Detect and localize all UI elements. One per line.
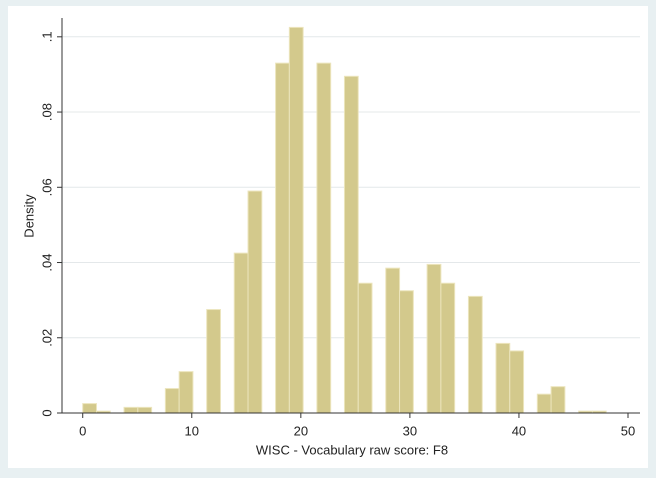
bar <box>536 393 552 414</box>
bar <box>467 295 483 414</box>
bar <box>509 350 525 414</box>
y-tick-label: .04 <box>39 253 54 271</box>
bar <box>440 282 456 414</box>
bar <box>426 263 442 414</box>
x-tick-label: 20 <box>294 423 308 438</box>
y-tick-label: 0 <box>39 409 54 416</box>
bar <box>247 190 263 414</box>
y-tick-label: .06 <box>39 178 54 196</box>
y-tick-label: .02 <box>39 329 54 347</box>
bar <box>399 290 414 414</box>
bar <box>495 342 511 414</box>
x-axis-label: WISC - Vocabulary raw score: F8 <box>256 442 448 457</box>
bar <box>275 62 290 414</box>
bar <box>357 282 373 414</box>
bar <box>82 403 97 414</box>
x-tick-label: 50 <box>621 423 635 438</box>
bar <box>164 388 180 414</box>
bar <box>550 386 566 414</box>
y-tick-label: .1 <box>39 31 54 42</box>
bar <box>123 406 139 414</box>
bar <box>343 75 359 414</box>
x-tick-label: 10 <box>185 423 199 438</box>
y-tick-label: .08 <box>39 103 54 121</box>
x-tick-label: 30 <box>403 423 417 438</box>
y-axis-label: Density <box>21 194 36 238</box>
bar <box>178 371 194 414</box>
bar <box>137 406 153 414</box>
bar <box>385 267 401 414</box>
bar <box>206 309 221 414</box>
bar <box>288 26 304 414</box>
bar <box>316 62 332 414</box>
x-tick-label: 40 <box>512 423 526 438</box>
x-tick-label: 0 <box>79 423 86 438</box>
bar <box>233 252 249 414</box>
